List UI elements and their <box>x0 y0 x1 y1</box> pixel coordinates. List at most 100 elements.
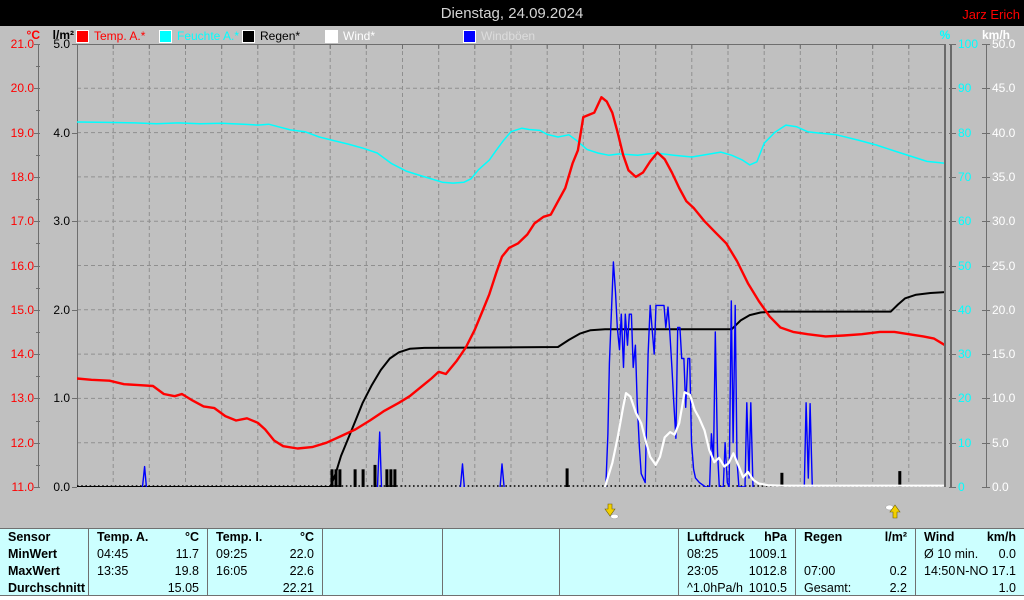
table-cell <box>795 546 915 563</box>
humidity-axis-label: 0 <box>958 480 965 494</box>
axis-tick <box>36 110 40 112</box>
wind-axis-label: 15.0 <box>992 347 1016 362</box>
axis-tick <box>949 398 956 400</box>
table-cell <box>442 580 559 597</box>
axis-tick <box>949 487 956 488</box>
axis-tick <box>72 221 77 223</box>
cell-value: 1010.5 <box>748 581 787 595</box>
cell-value: 1.0 <box>998 581 1016 595</box>
cell-value: °C <box>184 530 199 544</box>
table-cell <box>559 546 678 563</box>
bottom-strip <box>0 596 1024 600</box>
rain-axis-label: 3.0 <box>53 214 70 229</box>
legend-label: Temp. A.* <box>94 29 146 43</box>
table-cell: 13:35 19.8 <box>88 563 207 580</box>
plot-area <box>77 44 945 487</box>
temperature-line <box>77 96 945 450</box>
rain-bar <box>338 469 342 487</box>
axis-tick <box>949 176 956 178</box>
stats-table: Sensor Temp. A. °C Temp. I. °C Luftdruck hPa Re… <box>0 528 1024 597</box>
rain-bar <box>334 469 338 487</box>
axis-tick <box>949 442 956 444</box>
cell-value: hPa <box>764 530 787 544</box>
wind-axis-label: 25.0 <box>992 258 1016 273</box>
wind-gust-line <box>499 463 505 487</box>
table-cell: Wind km/h <box>915 529 1024 546</box>
cell-time: Temp. A. <box>97 530 149 544</box>
wind-axis-label: 0.0 <box>992 480 1009 494</box>
table-cell: 08:25 1009.1 <box>678 546 795 563</box>
axis-tick <box>982 265 990 267</box>
table-cell <box>559 563 678 580</box>
axis-tick <box>36 154 40 156</box>
axis-tick <box>34 354 40 356</box>
row-label: Sensor <box>8 530 51 544</box>
rain-bar <box>389 469 393 487</box>
table-cell: Luftdruck hPa <box>678 529 795 546</box>
wind-gust-line <box>141 465 148 487</box>
legend-item-3[interactable]: Wind* <box>325 29 375 43</box>
table-cell <box>322 563 442 580</box>
table-cell <box>322 580 442 597</box>
cell-time: ^1.0hPa/h <box>687 581 743 595</box>
axis-tick <box>36 464 40 466</box>
axis-tick <box>982 88 990 90</box>
cell-time: 16:05 <box>216 564 248 578</box>
legend-item-2[interactable]: Regen* <box>242 29 300 43</box>
axis-tick <box>949 309 956 311</box>
legend-swatch-icon <box>159 29 172 43</box>
axis-tick <box>34 221 40 223</box>
table-cell: 16:05 22.6 <box>207 563 322 580</box>
rain-bar <box>565 468 569 487</box>
humidity-line <box>77 121 945 184</box>
axis-tick <box>34 265 40 267</box>
wind-axis-label: 45.0 <box>992 81 1016 96</box>
table-cell <box>442 529 559 546</box>
cell-time: 14:50 <box>924 564 956 578</box>
axis-tick <box>36 66 40 68</box>
legend-item-0[interactable]: Temp. A.* <box>76 29 145 43</box>
station-user-label: Jarz Erich <box>962 7 1020 22</box>
axis-tick <box>72 487 77 488</box>
cell-value: °C <box>299 530 314 544</box>
wind-axis-label: 35.0 <box>992 169 1016 184</box>
chart-canvas <box>77 44 945 487</box>
humidity-axis-label: 20 <box>958 391 972 406</box>
table-cell: 07:00 0.2 <box>795 563 915 580</box>
cell-time: Gesamt: <box>804 581 852 595</box>
cell-time: 09:25 <box>216 547 248 561</box>
rain-bar <box>330 469 334 487</box>
temp-axis-label: 12.0 <box>10 435 34 450</box>
legend-swatch-icon <box>325 29 338 43</box>
axis-tick <box>36 243 40 245</box>
cell-value: 22.0 <box>289 547 314 561</box>
temp-axis-label: 18.0 <box>10 169 34 184</box>
rain-bar <box>361 469 365 487</box>
rain-axis-label: 5.0 <box>53 37 70 51</box>
table-cell: 09:25 22.0 <box>207 546 322 563</box>
axis-tick <box>34 442 40 444</box>
cell-time: 07:00 <box>804 564 836 578</box>
table-cell: 14:50 N-NO 17.1 <box>915 563 1024 580</box>
humidity-axis-label: 60 <box>958 214 972 229</box>
temp-axis-label: 14.0 <box>10 347 34 362</box>
cell-time: Wind <box>924 530 955 544</box>
legend-label: Windböen <box>481 29 536 43</box>
table-cell: ^1.0hPa/h 1010.5 <box>678 580 795 597</box>
cell-time: 13:35 <box>97 564 129 578</box>
legend-item-1[interactable]: Feuchte A.* <box>159 29 239 43</box>
axis-tick <box>982 487 990 488</box>
axis-tick <box>949 265 956 267</box>
humidity-axis-label: 10 <box>958 435 972 450</box>
legend-swatch-icon <box>463 29 476 43</box>
axis-tick <box>982 132 990 134</box>
wind-line <box>603 391 945 487</box>
rain-bar <box>385 469 389 487</box>
sun-down-marker-icon <box>603 503 620 525</box>
rain-bar <box>780 472 784 487</box>
sun-up-marker-icon <box>885 503 902 525</box>
axis-tick <box>982 176 990 178</box>
legend-item-4[interactable]: Windböen <box>463 29 535 43</box>
cell-value: 1012.8 <box>748 564 787 578</box>
